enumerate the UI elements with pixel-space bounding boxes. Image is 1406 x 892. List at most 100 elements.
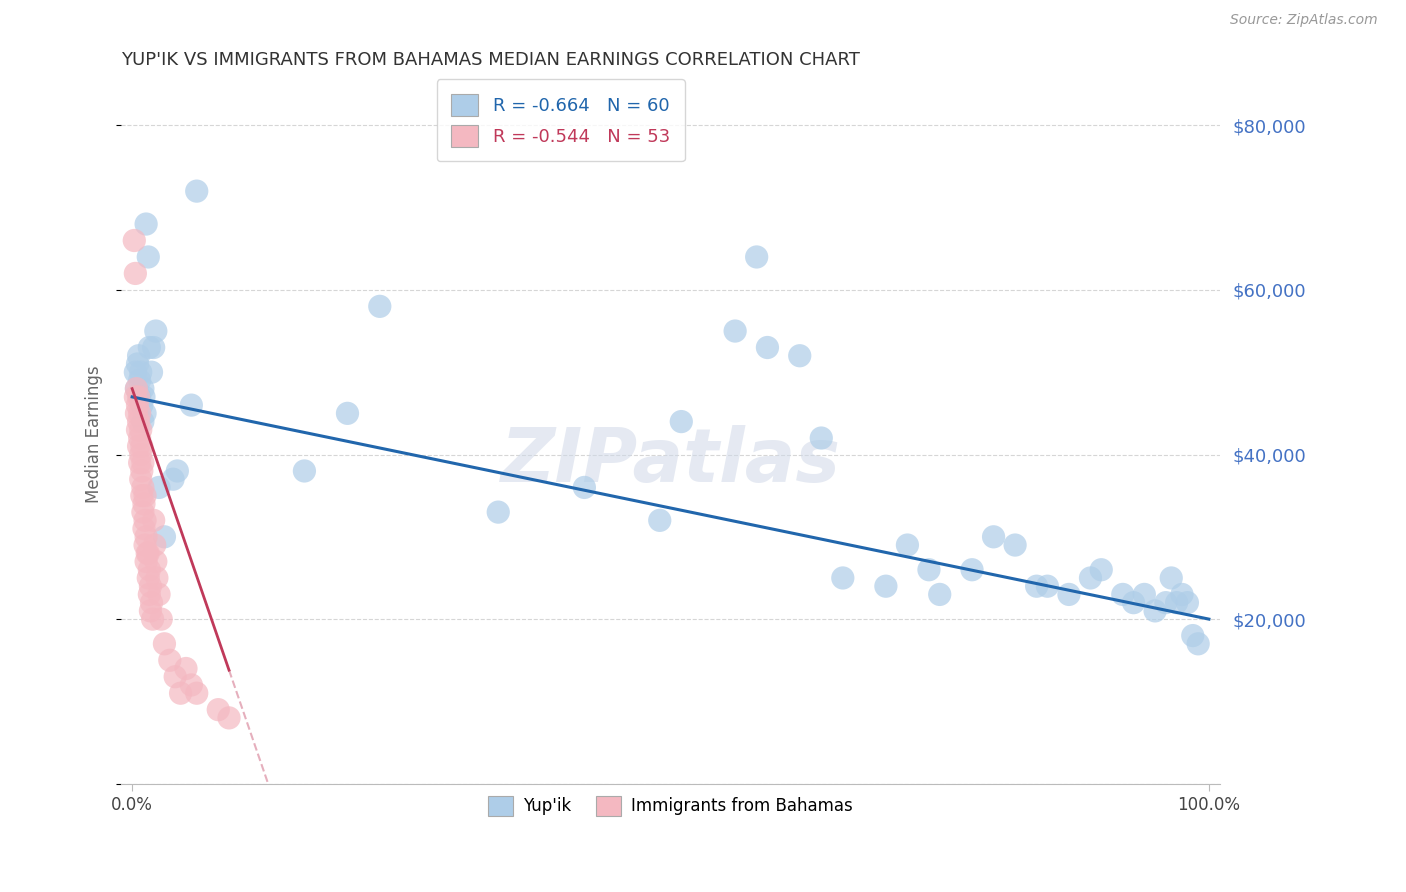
Point (141, 596, 163, 610)
Text: YUP'IK VS IMMIGRANTS FROM BAHAMAS MEDIAN EARNINGS CORRELATION CHART: YUP'IK VS IMMIGRANTS FROM BAHAMAS MEDIAN… (121, 51, 860, 69)
Point (150, 612, 173, 626)
Point (128, 431, 150, 445)
Point (1177, 596, 1199, 610)
Point (166, 464, 188, 478)
Point (124, 365, 146, 379)
Text: ZIPatlas: ZIPatlas (501, 425, 841, 499)
Y-axis label: Median Earnings: Median Earnings (86, 365, 103, 503)
Point (128, 406, 150, 420)
Point (134, 538, 156, 552)
Point (918, 563, 941, 577)
Point (336, 406, 359, 420)
Text: Source: ZipAtlas.com: Source: ZipAtlas.com (1230, 13, 1378, 28)
Point (368, 299, 391, 313)
Point (1122, 596, 1144, 610)
Point (1160, 571, 1182, 585)
Point (186, 686, 208, 700)
Point (142, 341, 165, 355)
Point (218, 711, 240, 725)
Point (139, 579, 162, 593)
Point (159, 653, 181, 667)
Point (131, 489, 153, 503)
Point (124, 234, 146, 248)
Point (810, 431, 832, 445)
Point (128, 390, 150, 404)
Point (132, 480, 155, 494)
Point (127, 357, 149, 371)
Point (486, 505, 509, 519)
Point (129, 448, 152, 462)
Point (165, 670, 187, 684)
Point (756, 341, 779, 355)
Point (169, 686, 191, 700)
Point (896, 538, 918, 552)
Point (146, 571, 169, 585)
Point (1057, 587, 1080, 601)
Point (138, 587, 160, 601)
Point (1166, 596, 1188, 610)
Point (135, 554, 157, 568)
Point (131, 398, 153, 412)
Point (125, 382, 148, 396)
Point (186, 184, 208, 198)
Point (1171, 587, 1194, 601)
Point (132, 382, 155, 396)
Point (127, 423, 149, 437)
Point (875, 579, 897, 593)
Point (153, 637, 176, 651)
Point (139, 604, 162, 618)
Point (148, 587, 170, 601)
Point (1025, 579, 1047, 593)
Point (132, 497, 155, 511)
Point (138, 563, 160, 577)
Point (983, 530, 1005, 544)
Point (136, 546, 159, 560)
Point (1144, 604, 1167, 618)
Point (1112, 587, 1135, 601)
Point (136, 571, 159, 585)
Point (207, 703, 229, 717)
Point (153, 530, 176, 544)
Point (294, 464, 316, 478)
Point (136, 546, 159, 560)
Point (129, 472, 152, 486)
Legend: Yup'ik, Immigrants from Bahamas: Yup'ik, Immigrants from Bahamas (479, 788, 862, 824)
Point (128, 415, 150, 429)
Point (145, 554, 167, 568)
Point (928, 587, 950, 601)
Point (145, 324, 167, 338)
Point (132, 456, 155, 470)
Point (574, 480, 596, 494)
Point (132, 505, 155, 519)
Point (671, 415, 693, 429)
Point (132, 415, 155, 429)
Point (125, 382, 148, 396)
Point (135, 217, 157, 231)
Point (134, 513, 156, 527)
Point (131, 464, 153, 478)
Point (125, 406, 148, 420)
Point (128, 456, 150, 470)
Point (1090, 563, 1112, 577)
Point (180, 678, 202, 692)
Point (143, 538, 166, 552)
Point (128, 390, 150, 404)
Point (162, 472, 184, 486)
Point (131, 439, 153, 453)
Point (128, 349, 150, 363)
Point (1154, 596, 1177, 610)
Point (141, 365, 163, 379)
Point (1181, 629, 1204, 643)
Point (129, 423, 152, 437)
Point (174, 661, 197, 675)
Point (124, 267, 146, 281)
Point (789, 349, 811, 363)
Point (136, 250, 159, 264)
Point (180, 398, 202, 412)
Point (142, 612, 165, 626)
Point (831, 571, 853, 585)
Point (132, 390, 155, 404)
Point (128, 373, 150, 387)
Point (129, 365, 152, 379)
Point (745, 250, 768, 264)
